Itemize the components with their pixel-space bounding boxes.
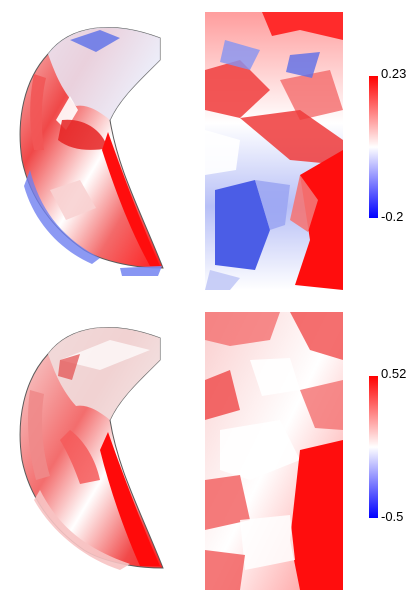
top-surface-render xyxy=(19,27,164,276)
bottom-colorbar xyxy=(369,376,378,518)
top-flatmap xyxy=(205,12,343,290)
top-panel: 0.23 -0.2 xyxy=(19,12,407,290)
top-colorbar-max-label: 0.23 xyxy=(381,66,407,81)
bottom-flatmap xyxy=(205,312,343,590)
bottom-surface-render xyxy=(19,327,164,570)
bottom-figure xyxy=(19,312,343,590)
bottom-colorbar-max-label: 0.52 xyxy=(381,366,407,381)
top-colorbar xyxy=(369,76,378,218)
bottom-colorbar-min-label: -0.5 xyxy=(381,509,404,524)
top-colorbar-min-label: -0.2 xyxy=(381,209,404,224)
top-figure xyxy=(19,12,343,290)
bottom-panel: 0.52 -0.5 xyxy=(0,300,410,600)
